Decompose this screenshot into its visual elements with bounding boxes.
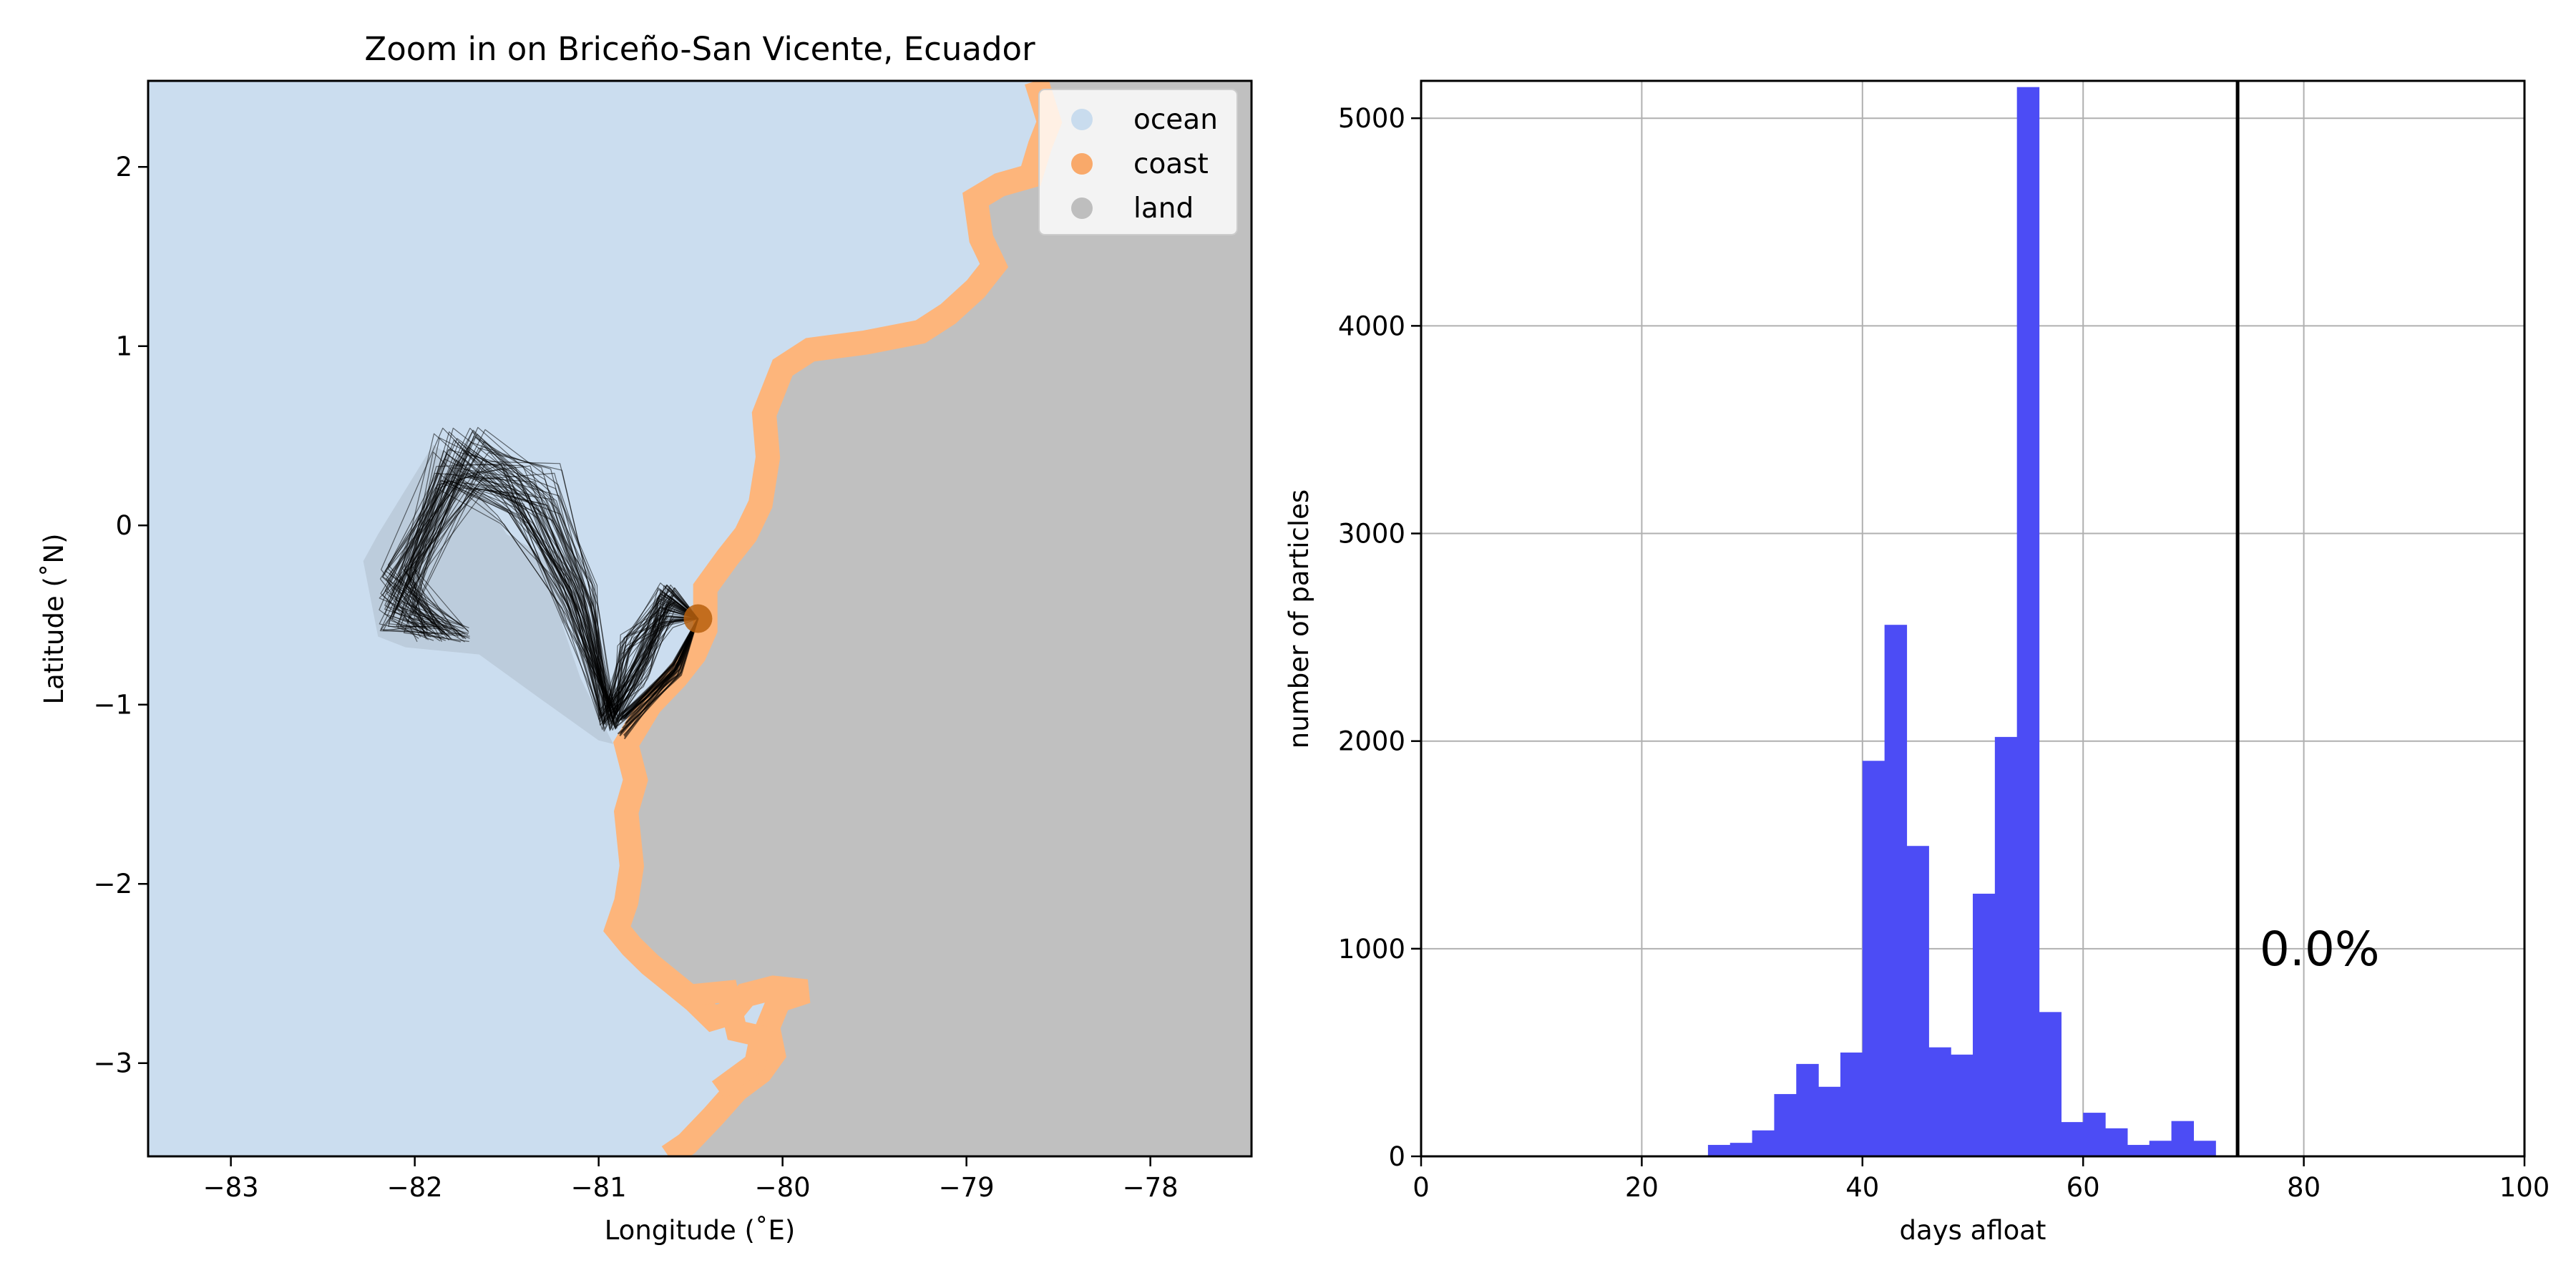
map-coastline-inlet-cells <box>689 980 774 1099</box>
map-legend: ocean coast land <box>1038 89 1238 235</box>
histogram-y-tick-label: 3000 <box>1338 519 1405 550</box>
histogram-x-tick-label: 40 <box>1845 1172 1879 1203</box>
trajectory-line <box>406 468 698 706</box>
histogram-y-tick-label: 5000 <box>1338 103 1405 134</box>
trajectory-line <box>411 487 698 721</box>
histogram-bars <box>1707 87 2216 1156</box>
histogram-bar <box>2127 1145 2150 1156</box>
map-y-tick-label: 0 <box>115 510 132 541</box>
legend-land-marker <box>1071 197 1093 219</box>
histogram-bar <box>1862 761 1885 1156</box>
map-y-axis: −3 −2 −1 0 1 2 <box>93 152 148 1079</box>
map-frame <box>147 79 1253 1158</box>
histogram-x-axis-label: days afloat <box>1900 1215 2046 1246</box>
histogram-bar <box>1729 1143 1753 1156</box>
trajectory-line <box>381 427 698 725</box>
legend-ocean-label: ocean <box>1133 104 1218 136</box>
histogram-x-tick-label: 60 <box>2067 1172 2100 1203</box>
histogram-bar <box>1818 1086 1841 1156</box>
histogram-bar <box>1796 1063 1819 1156</box>
map-trajectory-lines <box>379 426 699 740</box>
histogram-bar <box>2061 1122 2084 1156</box>
trajectory-line <box>625 618 699 718</box>
histogram-frame <box>1420 79 2526 1158</box>
histogram-y-tick-label: 2000 <box>1338 726 1405 757</box>
histogram-bar <box>2083 1113 2106 1156</box>
trajectory-line <box>404 480 698 716</box>
map-x-tick-label: −78 <box>1123 1172 1179 1203</box>
map-panel: Zoom in on Briceño-San Vicente, Ecuador … <box>39 30 1253 1246</box>
histogram-bar <box>1707 1145 1731 1156</box>
map-title: Zoom in on Briceño-San Vicente, Ecuador <box>364 30 1035 68</box>
histogram-bar <box>1840 1052 1863 1156</box>
histogram-bar <box>1928 1047 1951 1156</box>
trajectory-line <box>400 437 698 730</box>
histogram-y-tick-label: 4000 <box>1338 311 1405 341</box>
map-y-tick-label: 2 <box>115 152 132 182</box>
histogram-x-axis: 0 20 40 60 80 100 <box>1413 1156 2550 1203</box>
histogram-bar <box>1951 1054 1974 1156</box>
map-x-tick-label: −79 <box>939 1172 995 1203</box>
map-x-axis-label: Longitude (˚E) <box>605 1215 796 1246</box>
trajectory-line <box>382 472 698 712</box>
trajectory-line <box>617 618 699 723</box>
histogram-bar <box>2171 1121 2194 1156</box>
histogram-bar <box>2149 1141 2172 1156</box>
histogram-x-tick-label: 80 <box>2287 1172 2321 1203</box>
map-x-tick-label: −80 <box>755 1172 811 1203</box>
histogram-bar <box>1884 625 1908 1156</box>
histogram-x-tick-label: 20 <box>1625 1172 1659 1203</box>
map-land-area <box>617 81 1252 1156</box>
map-x-tick-label: −82 <box>387 1172 443 1203</box>
legend-coast-label: coast <box>1133 148 1209 180</box>
histogram-y-tick-label: 1000 <box>1338 934 1405 965</box>
histogram-y-axis: 0 1000 2000 3000 4000 5000 <box>1338 103 1421 1172</box>
histogram-bar <box>1973 893 1996 1156</box>
histogram-bar <box>1906 846 1929 1156</box>
map-x-tick-label: −83 <box>203 1172 259 1203</box>
map-release-point <box>683 604 713 633</box>
legend-ocean-marker <box>1071 109 1093 130</box>
map-x-axis: −83 −82 −81 −80 −79 −78 <box>203 1156 1179 1203</box>
histogram-y-tick-label: 0 <box>1388 1141 1405 1172</box>
map-x-tick-label: −81 <box>571 1172 627 1203</box>
trajectory-line <box>397 433 698 717</box>
legend-land-label: land <box>1133 192 1194 225</box>
histogram-percent-annotation: 0.0% <box>2260 922 2380 977</box>
histogram-bar <box>2193 1141 2216 1156</box>
trajectory-line <box>384 472 698 723</box>
legend-coast-marker <box>1071 153 1093 175</box>
trajectory-line <box>414 481 698 710</box>
map-y-axis-label: Latitude (˚N) <box>39 533 69 704</box>
histogram-x-tick-label: 100 <box>2499 1172 2550 1203</box>
map-y-tick-label: −3 <box>93 1048 132 1079</box>
histogram-bar <box>1774 1093 1797 1156</box>
histogram-bar <box>1752 1130 1775 1156</box>
map-y-tick-label: 1 <box>115 331 132 362</box>
histogram-bar <box>2039 1012 2062 1156</box>
trajectory-line <box>410 452 698 731</box>
trajectory-line <box>388 463 698 714</box>
histogram-panel: 0.0% 0 20 40 60 80 100 010002000300040005000 … <box>1284 79 2550 1246</box>
trajectory-line <box>382 447 698 707</box>
map-y-tick-label: −1 <box>93 690 132 721</box>
histogram-y-axis-label: number of particles <box>1284 489 1314 748</box>
histogram-bar <box>2016 87 2040 1156</box>
map-y-tick-label: −2 <box>93 869 132 899</box>
histogram-x-tick-label: 0 <box>1413 1172 1430 1203</box>
histogram-bar <box>2105 1128 2128 1156</box>
histogram-bar <box>1994 736 2018 1156</box>
